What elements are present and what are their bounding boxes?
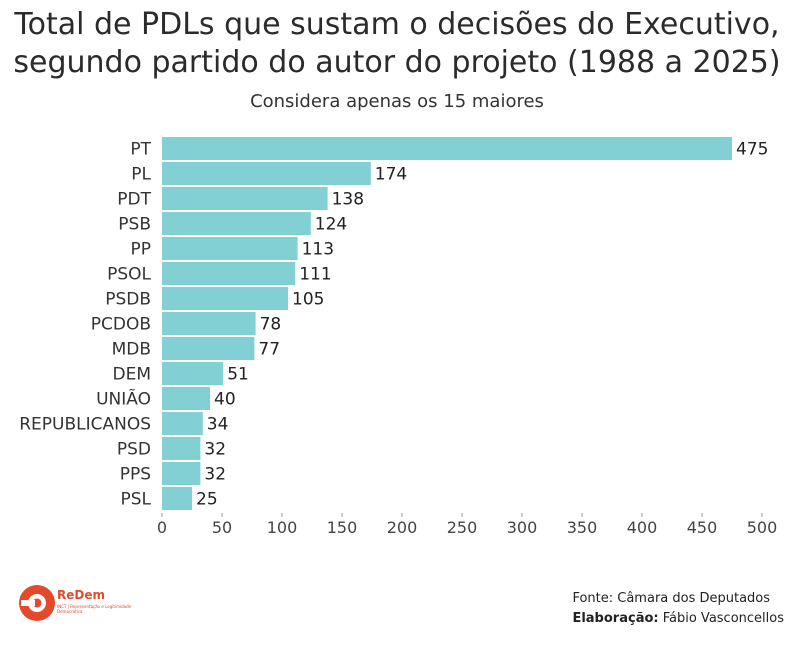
x-tick-label: 500 [747,518,778,537]
bar [162,312,256,335]
bar [162,437,201,460]
bar [162,487,192,510]
redem-logo: ReDem INCT | Representação e Legitimidad… [17,580,137,628]
x-tick-label: 50 [212,518,232,537]
bar [162,162,371,185]
footer-credit-value: Fábio Vasconcellos [662,611,784,626]
value-label: 78 [260,315,282,335]
x-tick-label: 350 [567,518,598,537]
value-label: 77 [258,340,280,360]
bar [162,412,203,435]
value-label: 105 [292,290,324,310]
category-label: PSL [120,490,151,510]
chart-subtitle: Considera apenas os 15 maiores [250,91,544,112]
category-label: PSB [118,215,151,235]
category-label: REPUBLICANOS [19,415,151,435]
value-label: 113 [302,240,334,260]
x-tick-label: 200 [387,518,418,537]
x-tick-label: 450 [687,518,718,537]
value-label: 51 [227,365,249,385]
category-label: PL [131,165,151,185]
value-label: 174 [375,165,407,185]
bar [162,237,298,260]
footer-credit-label: Elaboração: [572,611,659,626]
x-tick-label: 150 [327,518,358,537]
value-label: 111 [299,265,331,285]
bar [162,187,328,210]
category-label: PDT [117,190,151,210]
x-tick-label: 250 [447,518,478,537]
bar [162,212,311,235]
category-label: PSD [117,440,151,460]
category-label: PP [130,240,151,260]
value-label: 124 [315,215,347,235]
category-label: DEM [113,365,152,385]
logo-name: ReDem [57,588,105,602]
category-label: PPS [120,465,151,485]
x-tick-label: 300 [507,518,538,537]
category-label: PCDOB [91,315,151,335]
x-tick-label: 100 [267,518,298,537]
bar-chart: PT 475 PL 174 PDT 138 PSB 124 PP 113 PSOL 111 PSDB 10… [19,137,778,537]
footer: Fonte: Câmara dos Deputados Elaboração: … [572,589,784,629]
bar [162,262,296,285]
category-label: PT [130,140,151,160]
logo-tagline: INCT | Representação e Legitimidade Demo… [57,604,132,614]
footer-source: Fonte: Câmara dos Deputados [572,591,771,606]
value-label: 32 [204,465,226,485]
bar [162,337,255,360]
value-label: 34 [207,415,229,435]
category-label: UNIÃO [96,388,151,410]
bar [162,287,288,310]
value-label: 138 [332,190,364,210]
x-tick-label: 0 [157,518,167,537]
value-label: 475 [736,140,768,160]
category-label: PSDB [105,290,151,310]
x-tick-label: 400 [627,518,658,537]
category-label: MDB [112,340,151,360]
value-label: 40 [214,390,236,410]
bar [162,462,201,485]
bar [162,362,224,385]
value-label: 25 [196,490,218,510]
footer-credit: Elaboração: Fábio Vasconcellos [572,609,784,629]
category-label: PSOL [107,265,151,285]
chart-title: Total de PDLs que sustam o decisões do E… [13,7,781,80]
bar [162,137,732,160]
redem-logo-icon [19,585,55,621]
bar [162,387,210,410]
value-label: 32 [204,440,226,460]
